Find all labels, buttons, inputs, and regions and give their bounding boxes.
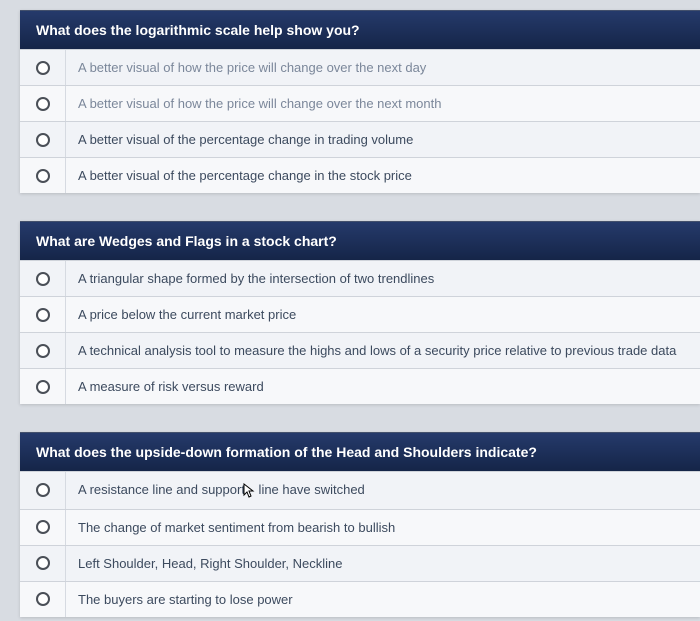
option-row[interactable]: A triangular shape formed by the interse…: [20, 260, 700, 296]
radio-cell[interactable]: [20, 333, 66, 368]
radio-cell[interactable]: [20, 297, 66, 332]
radio-icon[interactable]: [36, 97, 50, 111]
option-label: The buyers are starting to lose power: [66, 582, 700, 617]
question-block: What does the logarithmic scale help sho…: [20, 10, 700, 193]
option-row[interactable]: A better visual of the percentage change…: [20, 121, 700, 157]
option-label: A measure of risk versus reward: [66, 369, 700, 404]
question-block: What does the upside-down formation of t…: [20, 432, 700, 617]
option-row[interactable]: A technical analysis tool to measure the…: [20, 332, 700, 368]
radio-icon[interactable]: [36, 308, 50, 322]
option-row[interactable]: A better visual of how the price will ch…: [20, 85, 700, 121]
option-row[interactable]: A better visual of how the price will ch…: [20, 49, 700, 85]
quiz-container: What does the logarithmic scale help sho…: [20, 10, 700, 617]
option-label: Left Shoulder, Head, Right Shoulder, Nec…: [66, 546, 700, 581]
radio-icon[interactable]: [36, 483, 50, 497]
option-row[interactable]: A measure of risk versus reward: [20, 368, 700, 404]
radio-cell[interactable]: [20, 582, 66, 617]
radio-icon[interactable]: [36, 169, 50, 183]
question-header: What does the upside-down formation of t…: [20, 432, 700, 471]
radio-cell[interactable]: [20, 369, 66, 404]
radio-cell[interactable]: [20, 158, 66, 193]
radio-cell[interactable]: [20, 472, 66, 509]
option-row[interactable]: A resistance line and support line have …: [20, 471, 700, 509]
radio-icon[interactable]: [36, 133, 50, 147]
radio-icon[interactable]: [36, 556, 50, 570]
option-row[interactable]: The buyers are starting to lose power: [20, 581, 700, 617]
option-label: A better visual of how the price will ch…: [66, 50, 700, 85]
option-label: A better visual of the percentage change…: [66, 158, 700, 193]
option-row[interactable]: The change of market sentiment from bear…: [20, 509, 700, 545]
option-label: A price below the current market price: [66, 297, 700, 332]
radio-cell[interactable]: [20, 50, 66, 85]
radio-icon[interactable]: [36, 61, 50, 75]
option-label: A better visual of the percentage change…: [66, 122, 700, 157]
option-row[interactable]: A better visual of the percentage change…: [20, 157, 700, 193]
radio-cell[interactable]: [20, 122, 66, 157]
option-row[interactable]: A price below the current market price: [20, 296, 700, 332]
option-label: The change of market sentiment from bear…: [66, 510, 700, 545]
question-block: What are Wedges and Flags in a stock cha…: [20, 221, 700, 404]
radio-icon[interactable]: [36, 520, 50, 534]
question-header: What are Wedges and Flags in a stock cha…: [20, 221, 700, 260]
option-label: A better visual of how the price will ch…: [66, 86, 700, 121]
radio-cell[interactable]: [20, 86, 66, 121]
option-label: A triangular shape formed by the interse…: [66, 261, 700, 296]
radio-cell[interactable]: [20, 261, 66, 296]
radio-icon[interactable]: [36, 272, 50, 286]
radio-cell[interactable]: [20, 546, 66, 581]
radio-cell[interactable]: [20, 510, 66, 545]
radio-icon[interactable]: [36, 344, 50, 358]
question-header: What does the logarithmic scale help sho…: [20, 10, 700, 49]
radio-icon[interactable]: [36, 592, 50, 606]
radio-icon[interactable]: [36, 380, 50, 394]
option-label: A technical analysis tool to measure the…: [66, 333, 700, 368]
option-row[interactable]: Left Shoulder, Head, Right Shoulder, Nec…: [20, 545, 700, 581]
option-label: A resistance line and support line have …: [66, 472, 700, 509]
